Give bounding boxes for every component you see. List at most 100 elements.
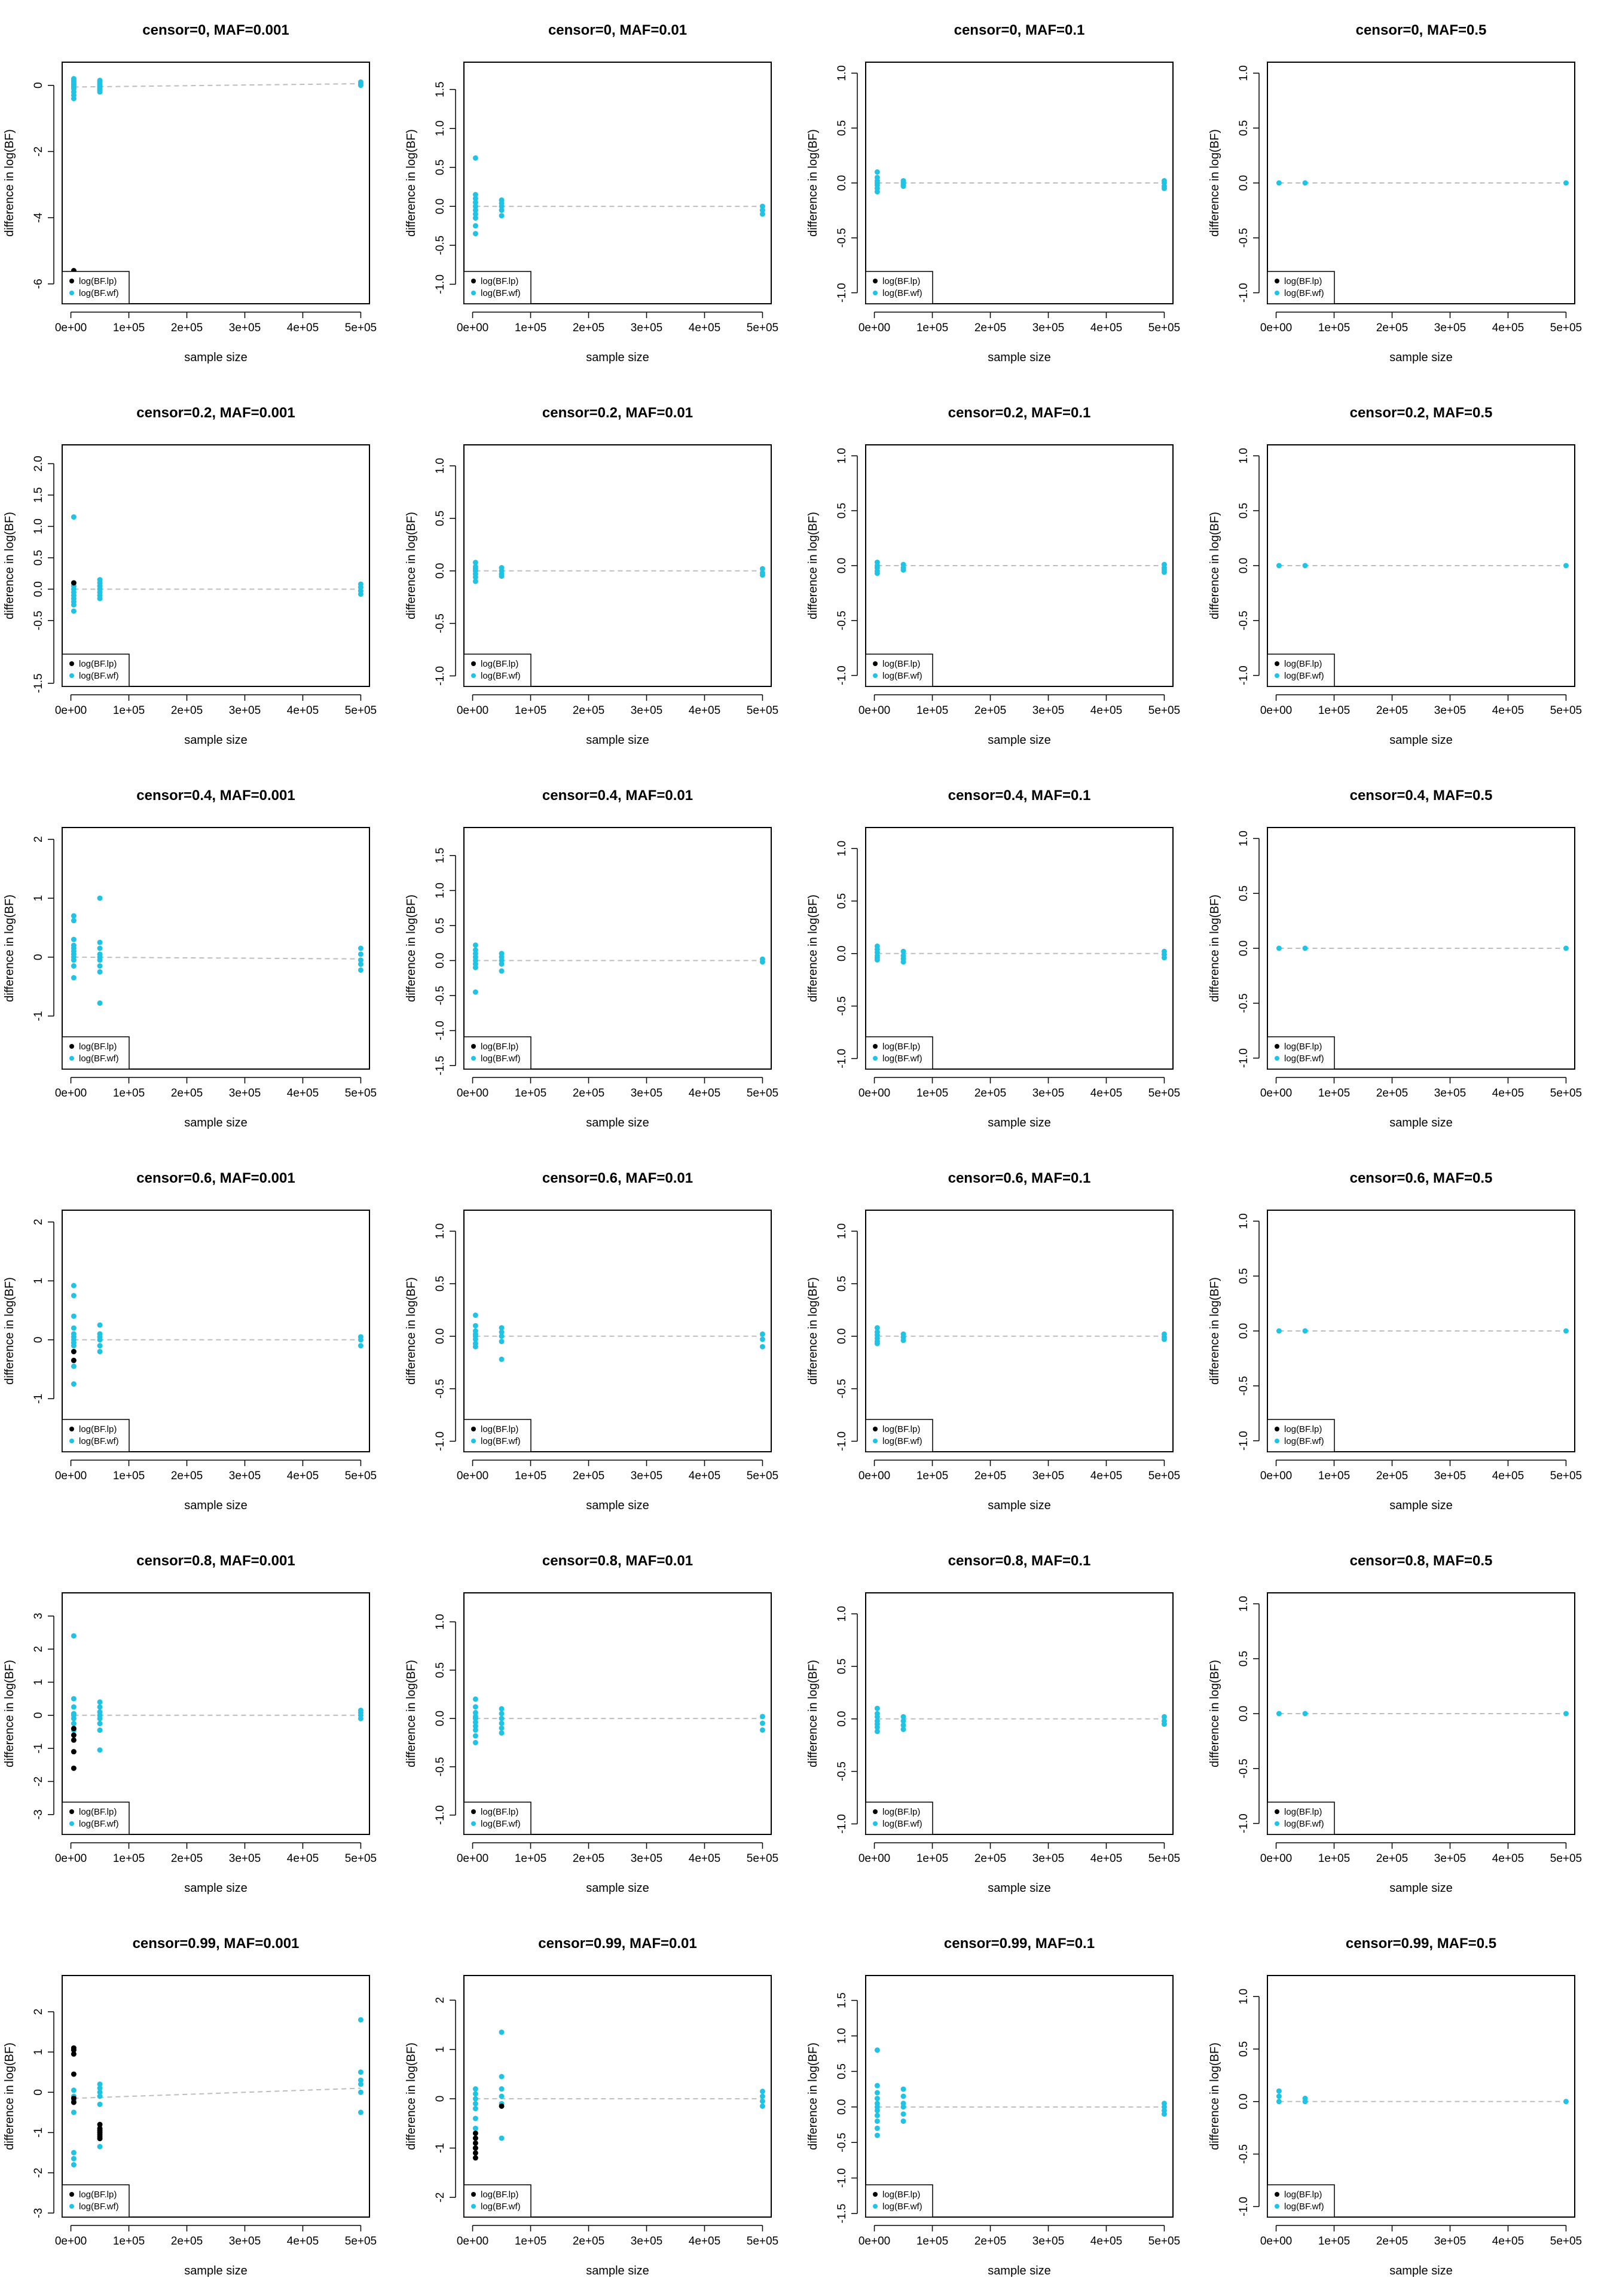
x-tick-label: 3e+05 bbox=[631, 1852, 662, 1865]
data-point-wf bbox=[97, 1727, 103, 1733]
x-tick-label: 5e+05 bbox=[1550, 1087, 1582, 1100]
y-tick-label: -6 bbox=[32, 279, 45, 289]
data-point-wf bbox=[472, 207, 478, 213]
legend: log(BF.lp) log(BF.wf) bbox=[1267, 1419, 1335, 1452]
data-point-wf bbox=[1161, 1714, 1167, 1720]
chart-panel: censor=0.2, MAF=0.001 2.0 1.5 1.0 0.5 0.0 -0.5… bbox=[3, 405, 377, 747]
legend-label: log(BF.lp) bbox=[481, 1807, 518, 1817]
x-tick-label: 4e+05 bbox=[689, 1087, 720, 1100]
data-point-wf bbox=[472, 1312, 478, 1318]
y-tick-label: -1 bbox=[32, 2127, 45, 2138]
legend-box bbox=[62, 654, 130, 687]
x-tick-label: 3e+05 bbox=[229, 1852, 261, 1865]
legend-label: log(BF.wf) bbox=[882, 1054, 922, 1064]
x-tick-label: 5e+05 bbox=[1550, 322, 1582, 334]
x-tick-label: 3e+05 bbox=[1032, 1852, 1064, 1865]
y-tick-label: -0.5 bbox=[1238, 610, 1250, 630]
chart-panel: censor=0.8, MAF=0.01 1.0 0.5 0.0 -0.5 -1.0 0e+… bbox=[405, 1553, 778, 1895]
legend-label: log(BF.lp) bbox=[481, 276, 518, 286]
data-point-wf bbox=[1276, 2093, 1282, 2099]
x-tick-label: 1e+05 bbox=[515, 1470, 546, 1482]
y-tick-label: 1.5 bbox=[434, 848, 447, 863]
y-tick-label: -1.0 bbox=[836, 2168, 848, 2188]
plot-frame bbox=[865, 62, 1174, 304]
y-tick-label: -1 bbox=[32, 1394, 45, 1404]
legend-label: log(BF.lp) bbox=[1284, 1424, 1322, 1434]
legend-label: log(BF.wf) bbox=[79, 288, 119, 298]
x-tick-label: 5e+05 bbox=[345, 704, 377, 717]
legend-label: log(BF.wf) bbox=[1284, 2202, 1324, 2212]
data-point-wf bbox=[874, 1729, 880, 1735]
data-point-wf bbox=[358, 2089, 363, 2095]
plot-frame bbox=[463, 1592, 772, 1835]
data-point-wf bbox=[759, 2103, 765, 2109]
legend: log(BF.lp) log(BF.wf) bbox=[865, 1036, 933, 1070]
data-point-wf bbox=[71, 913, 77, 919]
plot-frame bbox=[1267, 827, 1575, 1070]
y-axis-label: difference in log(BF) bbox=[806, 129, 820, 237]
data-point-wf bbox=[358, 2069, 363, 2075]
x-tick-label: 5e+05 bbox=[747, 1087, 778, 1100]
data-point-wf bbox=[358, 1337, 363, 1343]
x-tick-label: 0e+00 bbox=[55, 1470, 87, 1482]
y-tick-label: -1 bbox=[434, 2143, 447, 2153]
data-point-wf bbox=[472, 1723, 478, 1729]
y-tick-label: 1.0 bbox=[32, 518, 45, 534]
x-tick-label: 4e+05 bbox=[1492, 704, 1524, 717]
legend-marker-wf bbox=[1275, 291, 1279, 295]
chart-title: censor=0.99, MAF=0.01 bbox=[538, 1935, 696, 1952]
data-point-wf bbox=[71, 963, 77, 969]
legend-box bbox=[62, 1419, 130, 1452]
x-tick-label: 1e+05 bbox=[113, 1087, 145, 1100]
y-tick-label: 0.0 bbox=[1238, 941, 1250, 956]
legend-label: log(BF.lp) bbox=[79, 2190, 117, 2200]
x-tick-label: 3e+05 bbox=[1434, 1852, 1466, 1865]
y-tick-label: 0.0 bbox=[1238, 1706, 1250, 1721]
data-point-wf bbox=[472, 2086, 478, 2092]
legend-marker-lp bbox=[873, 1044, 878, 1049]
legend-marker-wf bbox=[1275, 673, 1279, 678]
data-point-wf bbox=[874, 2132, 880, 2138]
x-tick-label: 0e+00 bbox=[859, 1087, 890, 1100]
y-tick-label: -1.0 bbox=[836, 1431, 848, 1451]
data-point-lp bbox=[71, 580, 77, 586]
x-axis-label: sample size bbox=[586, 1882, 649, 1895]
legend-box bbox=[463, 2184, 531, 2218]
data-point-wf bbox=[472, 942, 478, 948]
chart-panel: censor=0, MAF=0.1 1.0 0.5 0.0 -0.5 -1.0 0e+00 1… bbox=[806, 22, 1180, 364]
data-point-wf bbox=[97, 1348, 103, 1354]
data-point-wf bbox=[900, 2093, 906, 2099]
chart-panel: censor=0.4, MAF=0.01 1.5 1.0 0.5 0.0 -0.5 -1.0… bbox=[405, 787, 778, 1129]
x-tick-label: 5e+05 bbox=[747, 1470, 778, 1482]
x-tick-label: 1e+05 bbox=[916, 1470, 948, 1482]
data-point-wf bbox=[97, 969, 103, 975]
data-point-wf bbox=[1563, 180, 1569, 186]
x-tick-label: 1e+05 bbox=[113, 1470, 145, 1482]
chart-title: censor=0.6, MAF=0.001 bbox=[136, 1170, 295, 1186]
y-axis-label: difference in log(BF) bbox=[1208, 512, 1221, 619]
chart-panel: censor=0.8, MAF=0.5 1.0 0.5 0.0 -0.5 -1.0 0e+0… bbox=[1208, 1553, 1582, 1895]
data-point-wf bbox=[358, 967, 363, 973]
x-axis-label: sample size bbox=[184, 1116, 248, 1129]
x-tick-label: 1e+05 bbox=[113, 704, 145, 717]
data-point-wf bbox=[1302, 1711, 1308, 1717]
data-point-lp bbox=[71, 1726, 77, 1732]
data-point-wf bbox=[499, 213, 505, 219]
legend-label: log(BF.wf) bbox=[1284, 1819, 1324, 1829]
x-tick-label: 4e+05 bbox=[1090, 1852, 1122, 1865]
legend-marker-lp bbox=[873, 279, 878, 283]
data-point-wf bbox=[71, 957, 77, 963]
x-tick-label: 2e+05 bbox=[171, 322, 203, 334]
x-tick-label: 1e+05 bbox=[916, 1087, 948, 1100]
chart-title: censor=0.99, MAF=0.001 bbox=[133, 1935, 300, 1952]
data-point-wf bbox=[97, 1747, 103, 1753]
data-point-wf bbox=[472, 989, 478, 995]
x-tick-label: 4e+05 bbox=[689, 704, 720, 717]
y-tick-label: -1.0 bbox=[836, 665, 848, 685]
data-point-wf bbox=[97, 963, 103, 969]
legend-marker-wf bbox=[873, 291, 878, 295]
data-point-wf bbox=[874, 189, 880, 195]
chart-title: censor=0, MAF=0.1 bbox=[954, 22, 1085, 38]
chart-panel: censor=0.2, MAF=0.01 1.0 0.5 0.0 -0.5 -1.0 0e+… bbox=[405, 405, 778, 747]
y-tick-label: 1.0 bbox=[836, 65, 848, 81]
